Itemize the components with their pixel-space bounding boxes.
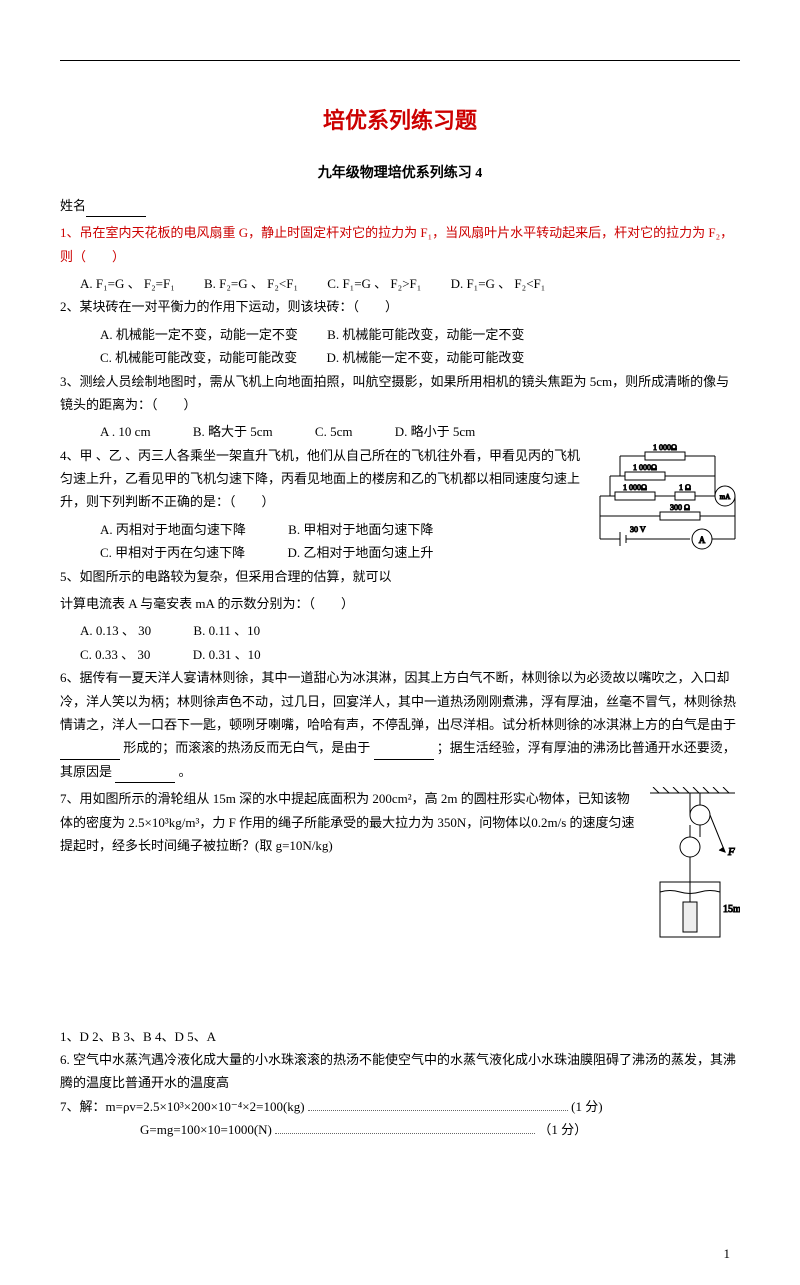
q5-opt-a: A. 0.13 、 30 bbox=[80, 623, 151, 638]
subtitle: 九年级物理培优系列练习 4 bbox=[60, 161, 740, 186]
q3-options: A . 10 cm B. 略大于 5cm C. 5cm D. 略小于 5cm bbox=[100, 420, 740, 443]
ans-line4-score: （1 分） bbox=[538, 1122, 587, 1137]
q2-options-row1: A. 机械能一定不变，动能一定不变 B. 机械能可能改变，动能一定不变 bbox=[100, 323, 740, 346]
q1-opt-c: C. F₁=G 、 F₂>F₁ bbox=[327, 276, 421, 291]
q2-opt-d: D. 机械能一定不变，动能可能改变 bbox=[326, 350, 524, 365]
q2-opt-b: B. 机械能可能改变，动能一定不变 bbox=[327, 327, 524, 342]
circuit-a: A bbox=[699, 535, 706, 545]
q6: 6、据传有一夏天洋人宴请林则徐，其中一道甜心为冰淇淋，因其上方白气不断，林则徐以… bbox=[60, 666, 740, 783]
q4-opt-a: A. 丙相对于地面匀速下降 bbox=[100, 522, 246, 537]
ans-line2: 6. 空气中水蒸汽遇冷液化成大量的小水珠滚滚的热汤不能使空气中的水蒸气液化成小水… bbox=[60, 1048, 740, 1095]
circuit-r2: 1 000Ω bbox=[633, 463, 657, 472]
q6-end: 。 bbox=[179, 764, 192, 779]
q6-stem: 6、据传有一夏天洋人宴请林则徐，其中一道甜心为冰淇淋，因其上方白气不断，林则徐以… bbox=[60, 670, 736, 732]
q2-opt-a: A. 机械能一定不变，动能一定不变 bbox=[100, 327, 298, 342]
q3-opt-b: B. 略大于 5cm bbox=[193, 424, 273, 439]
q3-opt-a: A . 10 cm bbox=[100, 424, 151, 439]
circuit-v: 30 V bbox=[630, 525, 646, 534]
q3-opt-c: C. 5cm bbox=[315, 424, 353, 439]
name-field: 姓名 bbox=[60, 194, 740, 217]
q5-opt-b: B. 0.11 、10 bbox=[193, 623, 260, 638]
ans-line1: 1、D 2、B 3、B 4、D 5、A bbox=[60, 1025, 740, 1048]
q4-opt-d: D. 乙相对于地面匀速上升 bbox=[287, 545, 433, 560]
ans-line4-row: G=mg=100×10=1000(N) （1 分） bbox=[140, 1118, 740, 1141]
q2-opt-c: C. 机械能可能改变，动能可能改变 bbox=[100, 350, 297, 365]
pulley-depth: 15m bbox=[723, 904, 740, 915]
ans-line3: 7、解：m=ρv=2.5×10³×200×10⁻⁴×2=100(kg) bbox=[60, 1099, 305, 1114]
page-number: 1 bbox=[60, 1242, 740, 1265]
q6-mid1: 形成的；而滚滚的热汤反而无白气，是由于 bbox=[123, 740, 370, 755]
q7-stem: 7、用如图所示的滑轮组从 15m 深的水中提起底面积为 200cm²，高 2m … bbox=[60, 787, 740, 857]
ans-line3-score: (1 分) bbox=[571, 1099, 602, 1114]
top-rule bbox=[60, 60, 740, 61]
pulley-f: F bbox=[727, 846, 735, 858]
q1-opt-b: B. F₂=G 、 F₂<F₁ bbox=[204, 276, 298, 291]
q5-opt-d: D. 0.31 、10 bbox=[193, 647, 261, 662]
q5-stem2: 计算电流表 A 与毫安表 mA 的示数分别为：（ ） bbox=[60, 592, 740, 615]
dotted-line bbox=[308, 1096, 568, 1111]
q1-opt-d: D. F₁=G 、 F₂<F₁ bbox=[451, 276, 546, 291]
q3-opt-d: D. 略小于 5cm bbox=[395, 424, 476, 439]
q1-stem: 1、吊在室内天花板的电风扇重 G，静止时固定杆对它的拉力为 F₁，当风扇叶片水平… bbox=[60, 221, 740, 268]
circuit-diagram: 1 000Ω 1 000Ω 1 000Ω 1 Ω mA bbox=[590, 444, 740, 566]
ans-line3-row: 7、解：m=ρv=2.5×10³×200×10⁻⁴×2=100(kg) (1 分… bbox=[60, 1095, 740, 1118]
q5-stem1: 5、如图所示的电路较为复杂，但采用合理的估算，就可以 bbox=[60, 565, 740, 588]
q5-options-row1: A. 0.13 、 30 B. 0.11 、10 bbox=[80, 619, 740, 642]
name-label: 姓名 bbox=[60, 198, 86, 213]
circuit-r5: 300 Ω bbox=[670, 503, 690, 512]
q1-options: A. F₁=G 、 F₂=F₁ B. F₂=G 、 F₂<F₁ C. F₁=G … bbox=[80, 272, 740, 295]
circuit-ma: mA bbox=[720, 493, 731, 501]
q5-options-row2: C. 0.33 、 30 D. 0.31 、10 bbox=[80, 643, 740, 666]
page: 培优系列练习题 九年级物理培优系列练习 4 姓名 1、吊在室内天花板的电风扇重 … bbox=[0, 0, 800, 1285]
q3-stem: 3、测绘人员绘制地图时，需从飞机上向地面拍照，叫航空摄影，如果所用相机的镜头焦距… bbox=[60, 370, 740, 417]
answer-section: 1、D 2、B 3、B 4、D 5、A 6. 空气中水蒸汽遇冷液化成大量的小水珠… bbox=[60, 1025, 740, 1142]
q4-opt-b: B. 甲相对于地面匀速下降 bbox=[288, 522, 433, 537]
main-title: 培优系列练习题 bbox=[60, 101, 740, 141]
q5-opt-c: C. 0.33 、 30 bbox=[80, 647, 150, 662]
circuit-r3: 1 000Ω bbox=[623, 483, 647, 492]
ans-line4: G=mg=100×10=1000(N) bbox=[140, 1122, 272, 1137]
q2-stem: 2、某块砖在一对平衡力的作用下运动，则该块砖：（ ） bbox=[60, 295, 740, 318]
q2-options-row2: C. 机械能可能改变，动能可能改变 D. 机械能一定不变，动能可能改变 bbox=[100, 346, 740, 369]
pulley-diagram: F 15m bbox=[645, 787, 740, 954]
q4-opt-c: C. 甲相对于丙在匀速下降 bbox=[100, 545, 245, 560]
q1-opt-a: A. F₁=G 、 F₂=F₁ bbox=[80, 276, 175, 291]
circuit-r1: 1 000Ω bbox=[653, 444, 677, 452]
circuit-r4: 1 Ω bbox=[679, 483, 691, 492]
